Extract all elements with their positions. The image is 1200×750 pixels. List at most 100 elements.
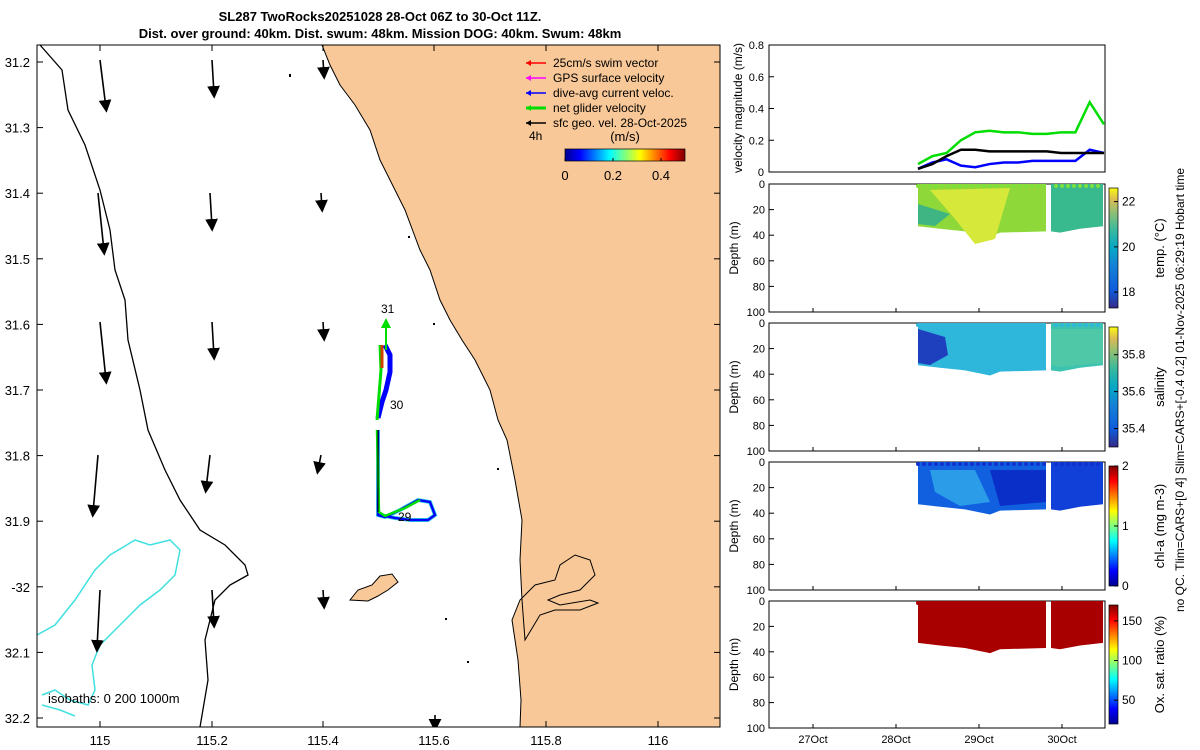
surface-sample-dot [928,601,932,605]
section-ytick-label: 60 [753,256,765,268]
legend-arrowhead [526,120,531,126]
surface-sample-dot [1054,601,1058,605]
surface-sample-dot [916,601,920,605]
surface-sample-dot [1018,184,1022,188]
map-ytick-label: -32 [11,580,30,595]
surface-sample-dot [1018,601,1022,605]
surface-sample-dot [1060,601,1064,605]
section-ytick-label: 100 [747,307,765,319]
colorbar-label: salinity [1152,367,1167,407]
map-xtick-label: 116 [648,733,669,748]
section-ytick-label: 40 [753,230,765,242]
surface-sample-dot [1036,323,1040,327]
surface-sample-dot [988,184,992,188]
surface-sample-dot [1066,184,1070,188]
surface-sample-dot [994,323,998,327]
surface-sample-dot [1096,184,1100,188]
section-ytick-label: 80 [753,698,765,710]
surface-sample-dot [1024,184,1028,188]
map-xtick-label: 115.2 [196,733,228,748]
surface-sample-dot [922,184,926,188]
legend-arrowhead [526,60,531,66]
surface-sample-dot [1042,184,1046,188]
surface-sample-dot [946,184,950,188]
surface-sample-dot [1012,462,1016,466]
surface-sample-dot [1024,601,1028,605]
surface-sample-dot [934,601,938,605]
surface-sample-dot [1054,184,1058,188]
surface-sample-dot [1078,462,1082,466]
section-ytick-label: 0 [759,179,765,191]
surface-sample-dot [1084,601,1088,605]
map-xtick-label: 115.8 [530,733,562,748]
section-ytick-label: 20 [753,205,765,217]
time-xtick-label: 30Oct [1047,734,1076,746]
surface-sample-dot [946,601,950,605]
surface-sample-dot [934,323,938,327]
surface-sample-dot [1054,323,1058,327]
velocity-series-line [917,99,1106,166]
surface-sample-dot [994,184,998,188]
surface-sample-dot [940,601,944,605]
current-vector [207,59,220,99]
legend-label: dive-avg current veloc. [553,86,674,100]
colorbar-label: Ox. sat. ratio (%) [1152,616,1167,714]
colorbar-tick-label: 35.6 [1122,385,1146,399]
map-panel: 115 115.2 115.4 115.6 115.8 116 31.2 31.3 31.4 31… [5,44,721,748]
map-cbar-tick-label: 0.2 [604,168,622,183]
section-ytick-label: 80 [753,281,765,293]
current-vector [207,321,220,361]
time-xtick-label: 29Oct [964,734,993,746]
surface-sample-dot [952,323,956,327]
map-frame [36,44,721,728]
section-ytick-label: 0 [759,318,765,330]
surface-sample-dot [1066,462,1070,466]
velocity-series-line [917,148,1105,170]
section-ylabel: Depth (m) [727,638,741,691]
surface-sample-dot [1018,462,1022,466]
velocity-ytick-label: 0.2 [749,135,764,147]
velocity-series-line [917,148,1104,171]
map-ytick-label: 31.6 [5,317,30,332]
surface-sample-dot [934,462,938,466]
surface-sample-dot [964,601,968,605]
section-panel-oxygen: 0 20 40 60 80 100 Depth (m) 150 100 50 Ox. sat. ra… [727,596,1167,735]
section-ytick-label: 20 [753,483,765,495]
surface-sample-dot [1096,601,1100,605]
current-vectors [87,59,442,727]
surface-sample-dot [1084,462,1088,466]
surface-sample-dot [1066,323,1070,327]
map-islets [289,74,499,663]
surface-sample-dot [1060,323,1064,327]
section-ytick-label: 60 [753,534,765,546]
surface-sample-dot [916,323,920,327]
fresh-patch [918,329,948,365]
saline-patch [1051,329,1103,367]
surface-sample-dot [946,323,950,327]
section-colorbar [1108,604,1119,725]
map-axis-ticks: 115 115.2 115.4 115.6 115.8 116 31.2 31.3 31.4 31… [5,45,720,748]
surface-sample-dot [1006,462,1010,466]
surface-sample-dot [1036,601,1040,605]
current-vector [91,589,104,653]
surface-sample-dot [1030,184,1034,188]
surface-sample-dot [1000,462,1004,466]
chart-title-line1: SL287 TwoRocks20251028 28-Oct 06Z to 30-… [218,9,542,24]
legend-arrowhead [526,90,531,96]
section-ytick-label: 100 [747,723,765,735]
surface-sample-dot [940,184,944,188]
legend-label: GPS surface velocity [553,71,664,85]
map-cbar-tick-label: 0 [561,168,568,183]
surface-sample-dot [928,462,932,466]
legend-label: net glider velocity [553,101,646,115]
surface-sample-dot [916,184,920,188]
section-ylabel: Depth (m) [727,360,741,413]
surface-sample-dot [1006,323,1010,327]
section-ytick-label: 20 [753,621,765,633]
isobath-200 [39,45,249,727]
surface-sample-dot [988,323,992,327]
surface-sample-dot [976,462,980,466]
section-ytick-label: 100 [747,446,765,458]
surface-sample-dot [1036,184,1040,188]
